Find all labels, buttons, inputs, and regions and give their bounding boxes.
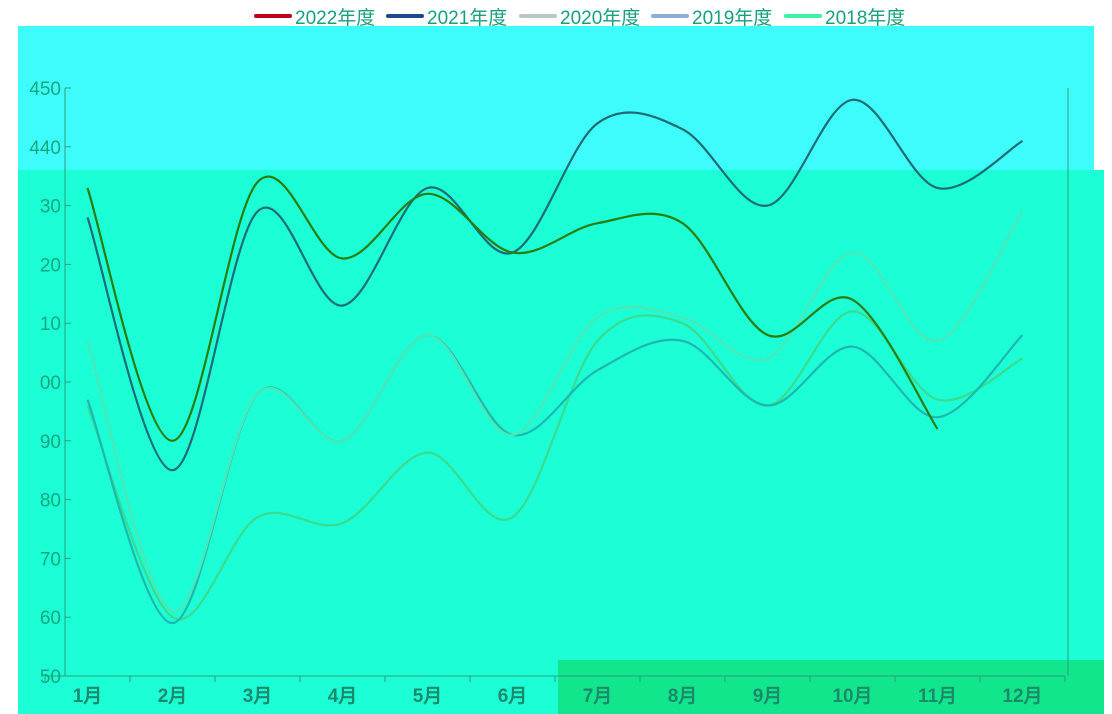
x-tick-label: 1月 [73,686,103,707]
y-tick-label: 450 [29,79,61,100]
series-line-2019 [86,333,1024,625]
x-tick-label: 7月 [583,686,613,707]
legend-swatch [254,14,292,18]
y-tick-label: 20 [40,255,61,276]
legend-item[interactable]: 2018年度 [784,4,906,29]
legend-swatch [651,14,689,18]
legend-label: 2019年度 [692,7,773,29]
x-tick-label: 9月 [753,686,783,707]
series-line-2021 [86,98,1024,472]
x-tick-label: 12月 [1002,686,1042,707]
legend-label: 2018年度 [825,7,906,29]
y-tick-label: 50 [40,667,61,688]
series-line-2020 [86,210,1024,613]
legend-item[interactable]: 2021年度 [386,4,508,29]
chart-legend: 2022年度 2021年度 2020年度 2019年度 2018年度 [0,0,1112,30]
x-tick-label: 5月 [413,686,443,707]
legend-item[interactable]: 2019年度 [651,4,773,29]
chart-plot-area [18,170,1104,714]
y-tick-label: 70 [40,549,61,570]
series-line-2022 [86,175,939,442]
y-tick-label: 60 [40,608,61,629]
x-tick-label: 3月 [243,686,273,707]
y-tick-label: 10 [40,314,61,335]
chart-plot-area-upper [18,26,1094,188]
legend-swatch [784,14,822,18]
legend-item[interactable]: 2022年度 [254,4,376,29]
y-tick-label: 80 [40,491,61,512]
legend-label: 2020年度 [560,7,641,29]
legend-swatch [386,14,424,18]
legend-swatch [519,14,557,18]
legend-item[interactable]: 2020年度 [519,4,641,29]
y-tick-label: 30 [40,197,61,218]
legend-label: 2021年度 [427,7,508,29]
x-tick-label: 11月 [918,686,957,707]
chart-bottom-band [558,660,1104,714]
x-tick-label: 8月 [668,686,698,707]
x-tick-label: 6月 [498,686,528,707]
legend-label: 2022年度 [295,7,376,29]
y-tick-label: 90 [40,432,61,453]
y-tick-label: 00 [40,373,61,394]
y-tick-label: 440 [29,138,61,159]
x-tick-label: 4月 [328,686,358,707]
series-line-2018 [86,310,1024,621]
x-tick-label: 10月 [832,686,872,707]
x-tick-label: 2月 [158,686,188,707]
